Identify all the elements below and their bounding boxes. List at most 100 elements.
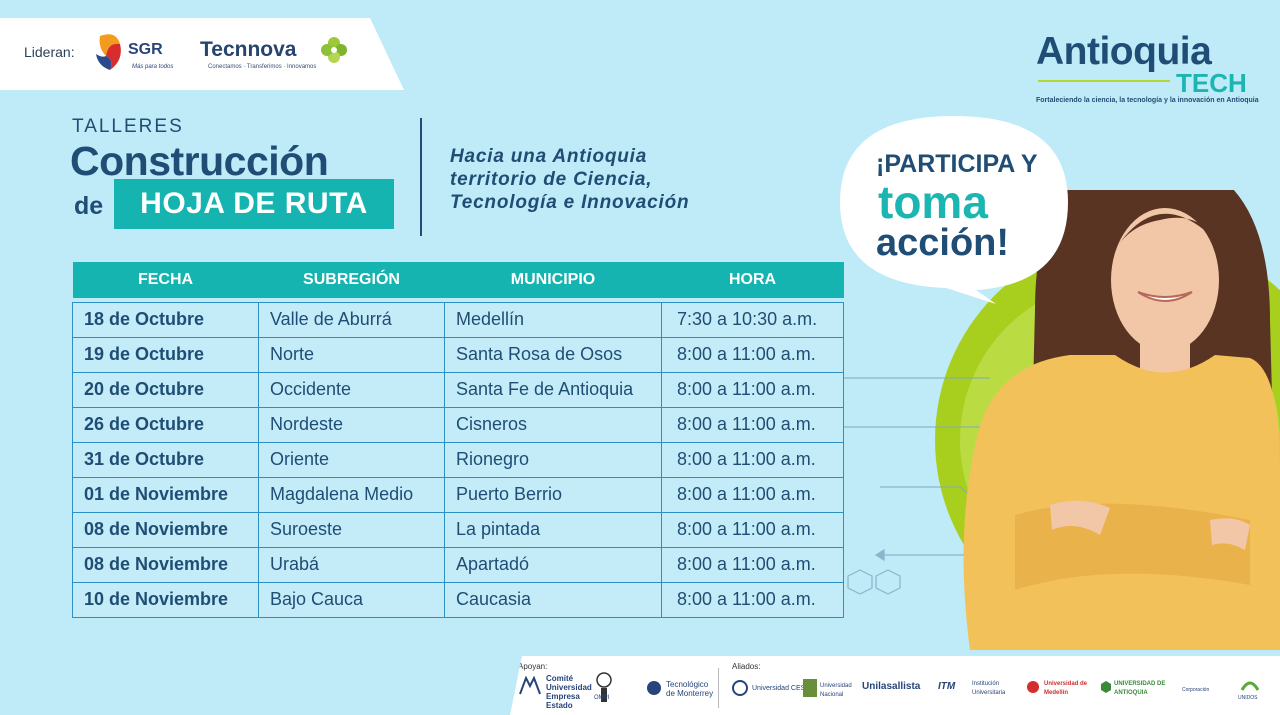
cell-fecha: 01 de Noviembre	[72, 476, 259, 513]
cell-fecha: 08 de Noviembre	[72, 511, 259, 548]
title-highlight-box: HOJA DE RUTA	[114, 179, 394, 229]
cell-hora: 8:00 a 11:00 a.m.	[661, 476, 844, 513]
apoyan-logo-1: Comité Universidad Empresa Estado	[546, 674, 592, 710]
table-row: 19 de Octubre Norte Santa Rosa de Osos 8…	[72, 336, 844, 373]
tecnnova-tagline: Conectamos · Transferimos · Innovamos	[208, 64, 317, 70]
bubble-line-2: toma	[878, 176, 988, 228]
cell-fecha: 19 de Octubre	[72, 336, 259, 373]
apoyan-label: Apoyan:	[518, 662, 548, 671]
cell-subregion: Occidente	[258, 371, 445, 408]
unidos-logo-icon	[1240, 681, 1260, 691]
aliados-logo-2: Universidad Nacional	[820, 683, 852, 698]
cell-subregion: Norte	[258, 336, 445, 373]
cell-fecha: 10 de Noviembre	[72, 581, 259, 618]
woman-figure	[963, 190, 1280, 650]
aliados-logo-6: Universidad de Medellín	[1044, 681, 1088, 696]
title-highlight: HOJA DE RUTA	[140, 187, 368, 220]
aliados-logo-1: Universidad CES	[752, 685, 806, 692]
cell-municipio: Medellín	[444, 301, 662, 338]
header-subregion: SUBREGIÓN	[258, 262, 445, 298]
aliados-logo-3: Unilasallista	[862, 681, 921, 692]
schedule-table: FECHA SUBREGIÓN MUNICIPIO HORA 18 de Oct…	[72, 262, 844, 618]
header-fecha: FECHA	[72, 262, 259, 298]
apoyan-logo-3: Tecnológico de Monterrey	[666, 680, 714, 698]
cell-hora: 8:00 a 11:00 a.m.	[661, 546, 844, 583]
header-municipio: MUNICIPIO	[444, 262, 662, 298]
aliados-logo-4: ITM	[938, 681, 956, 692]
title-divider	[420, 118, 422, 236]
speech-bubble	[840, 116, 1068, 304]
cell-fecha: 08 de Noviembre	[72, 546, 259, 583]
title-eyebrow: TALLERES	[72, 116, 184, 137]
cell-subregion: Magdalena Medio	[258, 476, 445, 513]
bubble-line-1: ¡PARTICIPA Y	[876, 150, 1038, 178]
brand-tagline: Fortaleciendo la ciencia, la tecnología …	[1036, 97, 1259, 104]
cell-subregion: Urabá	[258, 546, 445, 583]
aliados-label: Aliados:	[732, 662, 761, 671]
tecnnova-name: Tecnnova	[200, 38, 297, 61]
cell-fecha: 31 de Octubre	[72, 441, 259, 478]
brand-tech: TECH	[1176, 68, 1247, 98]
table-row: 31 de Octubre Oriente Rionegro 8:00 a 11…	[72, 441, 844, 478]
lead-label: Lideran:	[24, 44, 75, 60]
table-row: 18 de Octubre Valle de Aburrá Medellín 7…	[72, 301, 844, 338]
cell-hora: 8:00 a 11:00 a.m.	[661, 511, 844, 548]
tec-monterrey-logo-icon	[647, 681, 661, 695]
ces-logo-icon	[732, 680, 748, 696]
cell-subregion: Bajo Cauca	[258, 581, 445, 618]
cell-hora: 8:00 a 11:00 a.m.	[661, 371, 844, 408]
cell-municipio: Santa Fe de Antioquia	[444, 371, 662, 408]
aliados-logo-9: UNIDOS	[1238, 695, 1258, 701]
subtitle-line-1: Hacia una Antioquia	[450, 146, 648, 167]
cell-municipio: Santa Rosa de Osos	[444, 336, 662, 373]
aliados-logo-8: Corporación	[1182, 687, 1210, 693]
apoyan-logo-2: OMPI	[594, 695, 610, 701]
table-row: 01 de Noviembre Magdalena Medio Puerto B…	[72, 476, 844, 513]
cell-municipio: La pintada	[444, 511, 662, 548]
sgr-mark-icon	[96, 34, 121, 70]
sgr-name: SGR	[128, 41, 163, 58]
cell-fecha: 20 de Octubre	[72, 371, 259, 408]
cell-subregion: Oriente	[258, 441, 445, 478]
ompi-logo-icon	[596, 672, 612, 702]
brand-circuit-line	[1038, 80, 1170, 82]
cell-municipio: Apartadó	[444, 546, 662, 583]
table-row: 26 de Octubre Nordeste Cisneros 8:00 a 1…	[72, 406, 844, 443]
table-row: 10 de Noviembre Bajo Cauca Caucasia 8:00…	[72, 581, 844, 618]
title-main: Construcción	[70, 138, 329, 184]
udea-logo-icon	[1101, 681, 1111, 693]
sgr-tagline: Más para todos	[132, 64, 174, 70]
subtitle: Hacia una Antioquia territorio de Cienci…	[450, 145, 689, 214]
unal-logo-icon	[803, 679, 817, 697]
table-row: 08 de Noviembre Urabá Apartadó 8:00 a 11…	[72, 546, 844, 583]
cuee-logo-icon	[519, 676, 541, 695]
decorative-illustration	[826, 190, 1280, 650]
footer-separator	[718, 668, 719, 708]
lead-banner: Lideran: SGR Más para todos Tecnnova Con…	[0, 18, 404, 90]
aliados-logo-5: Institución Universitaria	[972, 681, 1006, 696]
cell-fecha: 26 de Octubre	[72, 406, 259, 443]
cell-hora: 8:00 a 11:00 a.m.	[661, 336, 844, 373]
table-row: 08 de Noviembre Suroeste La pintada 8:00…	[72, 511, 844, 548]
cell-hora: 8:00 a 11:00 a.m.	[661, 581, 844, 618]
tecnnova-mark-icon	[321, 37, 347, 63]
cell-municipio: Rionegro	[444, 441, 662, 478]
cell-subregion: Suroeste	[258, 511, 445, 548]
cell-fecha: 18 de Octubre	[72, 301, 259, 338]
brand-title: Antioquia	[1036, 30, 1212, 73]
table-row: 20 de Octubre Occidente Santa Fe de Anti…	[72, 371, 844, 408]
cell-subregion: Valle de Aburrá	[258, 301, 445, 338]
udem-logo-icon	[1027, 681, 1039, 693]
cell-subregion: Nordeste	[258, 406, 445, 443]
cell-municipio: Cisneros	[444, 406, 662, 443]
table-header-row: FECHA SUBREGIÓN MUNICIPIO HORA	[72, 262, 844, 298]
cell-municipio: Puerto Berrio	[444, 476, 662, 513]
sgr-logo: SGR Más para todos	[94, 30, 174, 82]
bubble-line-3: acción!	[876, 222, 1010, 264]
title-de: de	[74, 192, 104, 220]
cell-hora: 8:00 a 11:00 a.m.	[661, 406, 844, 443]
cell-municipio: Caucasia	[444, 581, 662, 618]
sponsor-footer: Apoyan: Comité Universidad Empresa Estad…	[510, 656, 1280, 715]
subtitle-line-3: Tecnología e Innovación	[450, 192, 690, 213]
header-hora: HORA	[661, 262, 844, 298]
